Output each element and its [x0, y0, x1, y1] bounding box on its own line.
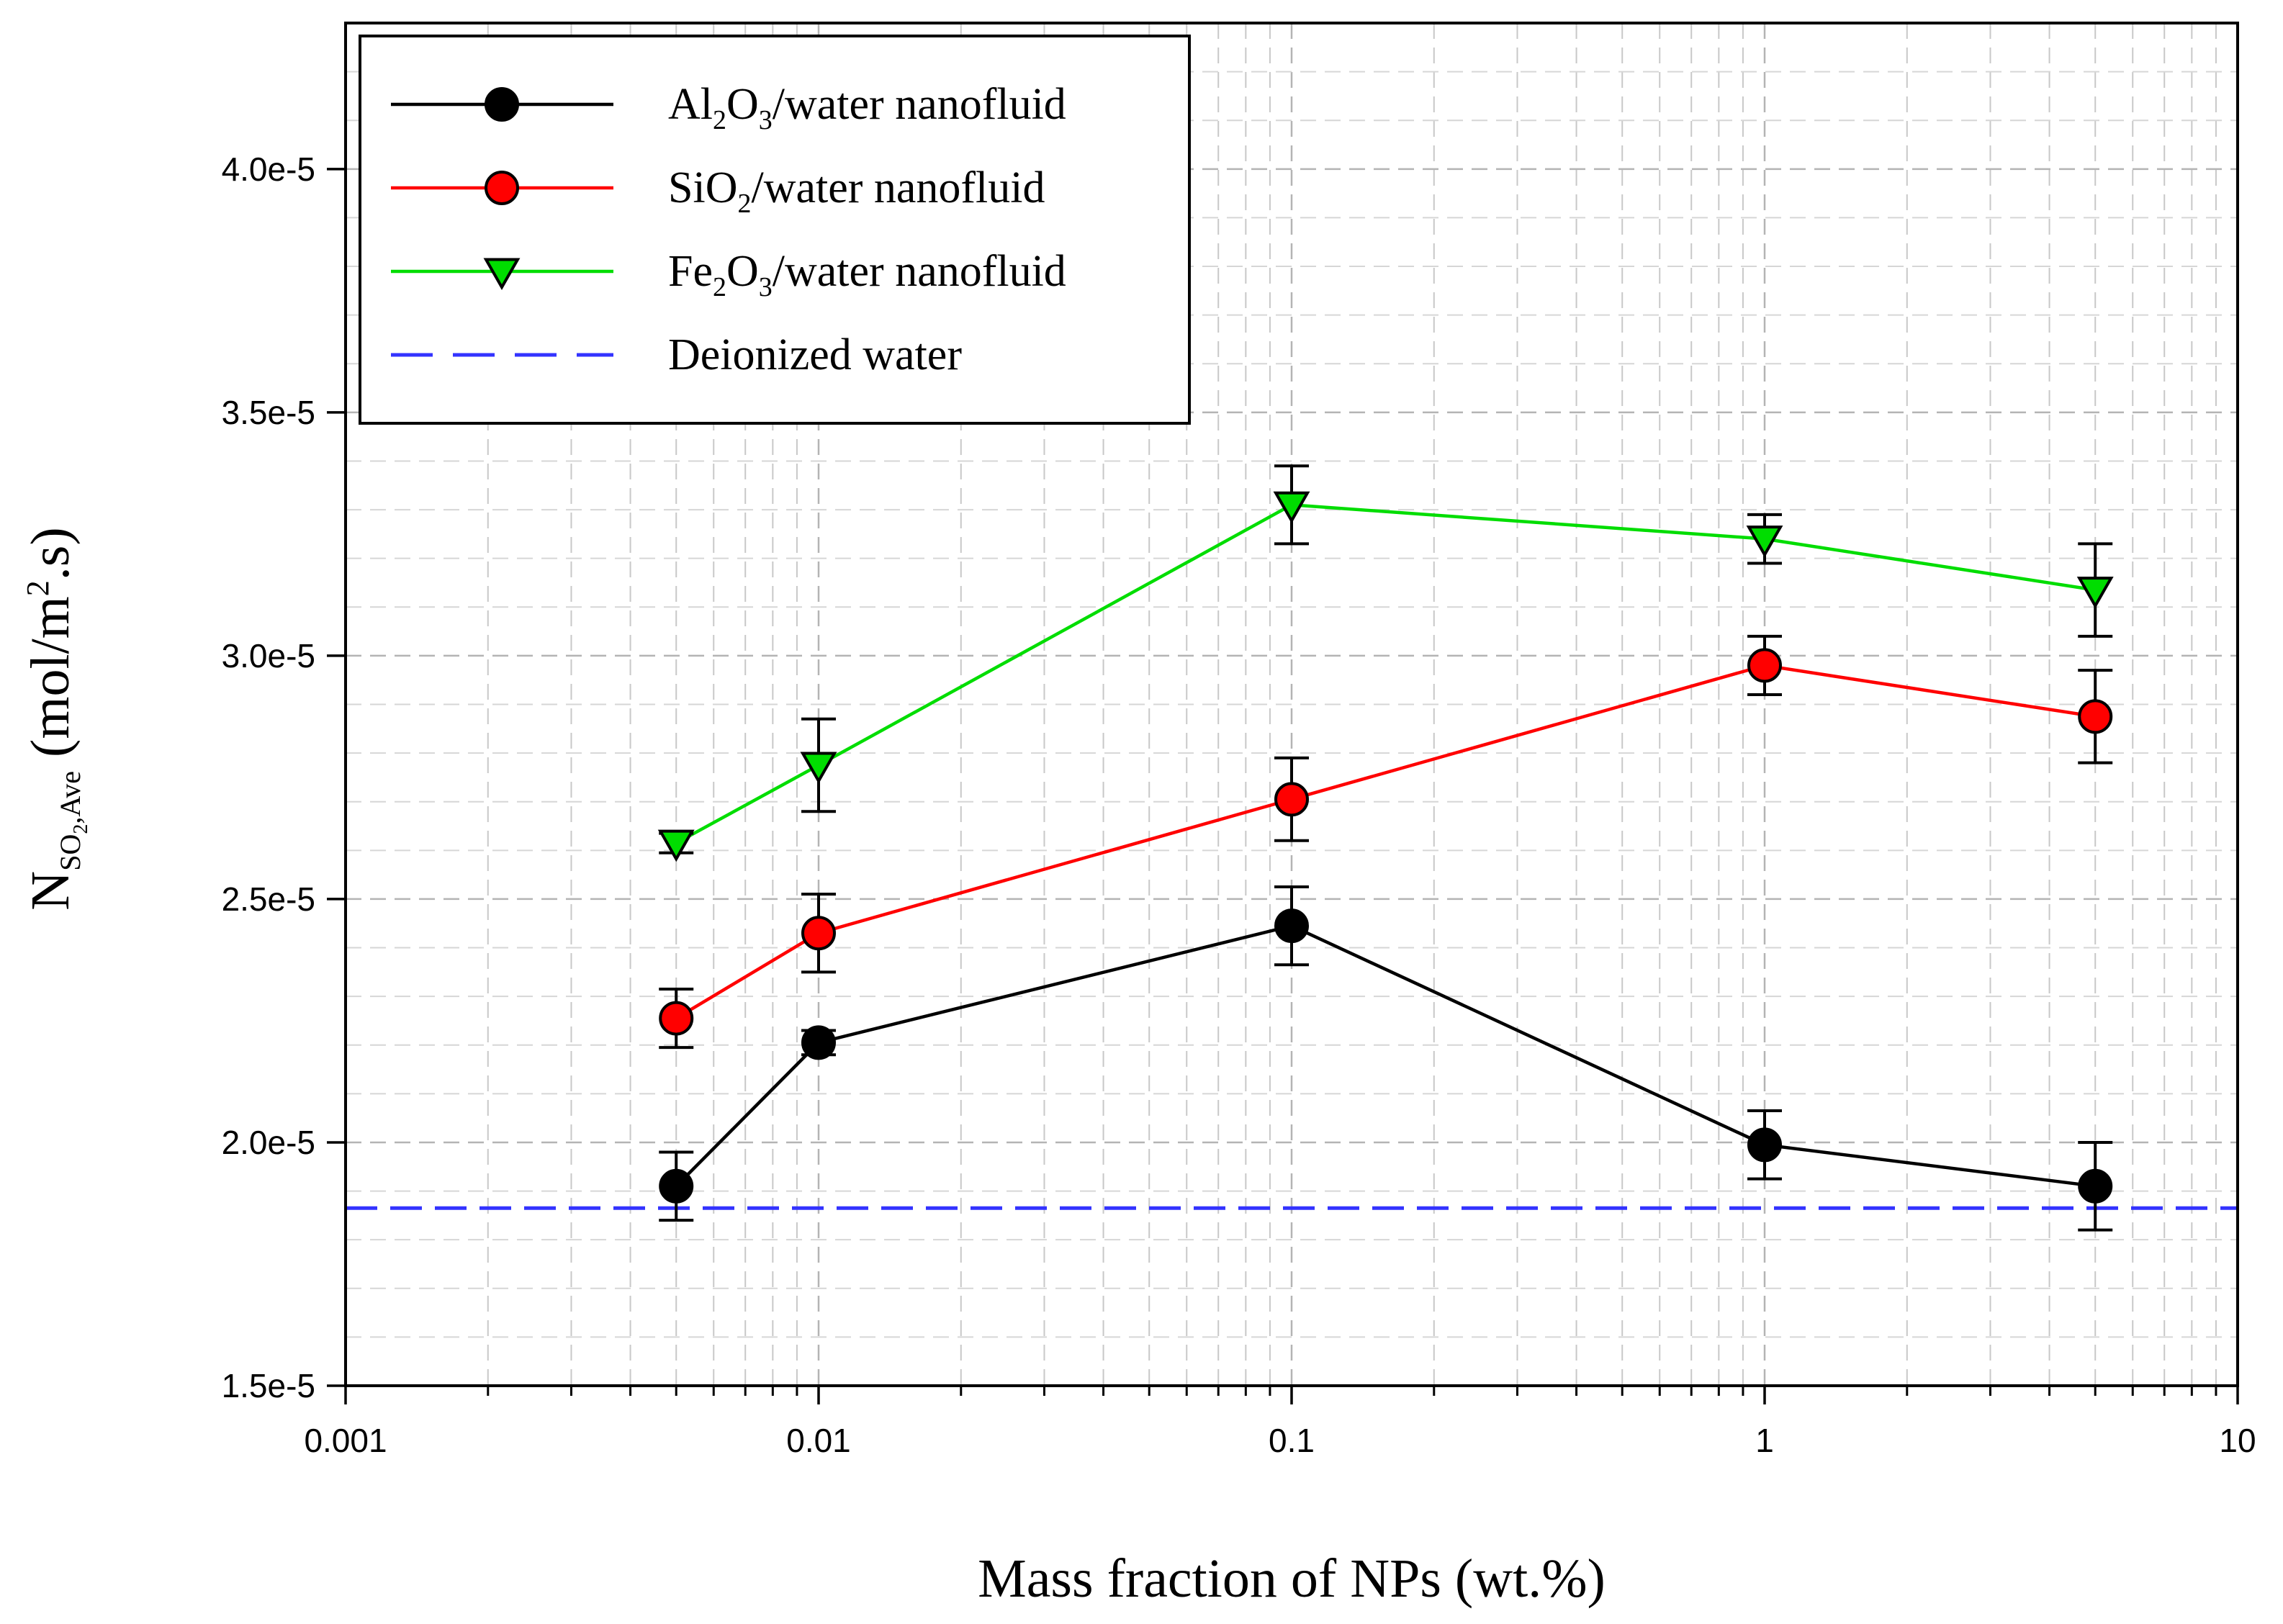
y-tick-label: 2.0e-5: [222, 1124, 315, 1161]
y-title-main: N: [20, 871, 81, 911]
legend-label-part: O: [726, 247, 759, 296]
legend-label: Deionized water: [668, 330, 962, 379]
axis-titles: Mass fraction of NPs (wt.%)NSO2,Ave (mol…: [20, 527, 1606, 1609]
legend-item-al2o3: Al2O3/water nanofluid: [391, 80, 1066, 135]
legend-label: Fe2O3/water nanofluid: [668, 247, 1066, 302]
data-point: [2076, 577, 2114, 609]
legend-label-subscript: 3: [759, 272, 773, 302]
legend-marker: [483, 258, 521, 291]
y-tick-label: 4.0e-5: [222, 150, 315, 188]
series-layer: [657, 464, 2114, 1232]
x-tick-label: 10: [2219, 1422, 2256, 1459]
y-title-units-close: .s): [20, 527, 81, 580]
legend-label-part: /water nanofluid: [773, 80, 1066, 129]
series-sio2: [659, 634, 2113, 1050]
y-title-subscript-sub: 2: [70, 824, 92, 834]
y-tick-label: 1.5e-5: [222, 1367, 315, 1404]
legend-label-part: O: [726, 80, 759, 129]
y-title-gap: [20, 757, 81, 771]
legend-label-part: SiO: [668, 163, 737, 212]
legend-marker: [485, 87, 519, 122]
legend-item-water: Deionized water: [391, 330, 962, 379]
legend-label: Al2O3/water nanofluid: [668, 80, 1066, 135]
y-title-subscript: SO: [54, 834, 86, 871]
legend-label-subscript: 2: [737, 189, 751, 219]
series-fe2o3: [657, 464, 2114, 862]
data-point: [1746, 525, 1783, 558]
legend-label-part: Al: [668, 80, 713, 129]
legend-label-subscript: 2: [713, 105, 726, 135]
x-axis-title: Mass fraction of NPs (wt.%): [978, 1548, 1606, 1609]
legend-label-subscript: 2: [713, 272, 726, 302]
data-point: [659, 1168, 694, 1204]
y-axis-title: NSO2,Ave (mol/m2.s): [20, 527, 92, 910]
y-tick-label: 3.0e-5: [222, 637, 315, 675]
legend-marker: [485, 171, 519, 205]
x-tick-label: 0.01: [786, 1422, 851, 1459]
data-point: [1274, 908, 1309, 944]
data-point: [1747, 1127, 1782, 1163]
x-tick-label: 0.1: [1269, 1422, 1315, 1459]
y-title-units-sup: 2: [20, 580, 55, 596]
data-point: [657, 829, 695, 862]
data-point: [2078, 1168, 2113, 1204]
legend-label-part: /water nanofluid: [751, 163, 1045, 212]
x-tick-label: 1: [1755, 1422, 1774, 1459]
data-point: [659, 1001, 694, 1036]
legend-label-subscript: 3: [759, 105, 773, 135]
data-point: [801, 916, 836, 951]
series-al2o3: [659, 885, 2113, 1232]
data-point: [1273, 491, 1310, 524]
axes: 0.001 0.01 0.1 1 10 1.5e-5 2.0e-5 2.5e-5 3.0e-5 3…: [222, 22, 2256, 1459]
legend-label: SiO2/water nanofluid: [668, 163, 1045, 219]
legend-label-part: Fe: [668, 247, 713, 296]
legend-label-part: /water nanofluid: [773, 247, 1066, 296]
y-title-units: (mol/m: [20, 596, 81, 757]
data-point: [2078, 699, 2113, 734]
data-point: [1274, 782, 1309, 817]
x-tick-label: 0.001: [304, 1422, 387, 1459]
legend-item-sio2: SiO2/water nanofluid: [391, 163, 1045, 219]
data-point: [801, 1025, 836, 1060]
legend-item-fe2o3: Fe2O3/water nanofluid: [391, 247, 1066, 302]
data-point: [1747, 648, 1782, 683]
y-title-subscript-rest: ,Ave: [54, 771, 86, 824]
y-tick-label: 3.5e-5: [222, 394, 315, 431]
data-point: [800, 752, 837, 785]
y-tick-label: 2.5e-5: [222, 880, 315, 918]
